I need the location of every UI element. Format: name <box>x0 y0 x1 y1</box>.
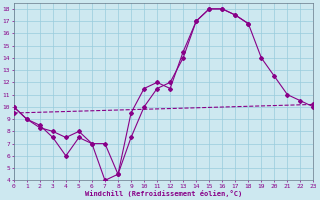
X-axis label: Windchill (Refroidissement éolien,°C): Windchill (Refroidissement éolien,°C) <box>85 190 242 197</box>
